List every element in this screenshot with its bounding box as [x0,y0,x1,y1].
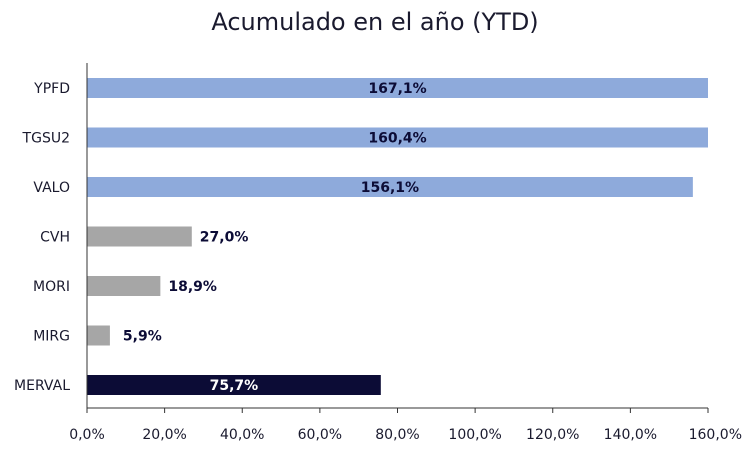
x-tick-label: 100,0% [448,427,501,443]
category-label: MIRG [33,329,70,345]
x-tick-label: 160,0% [689,427,742,443]
data-label: 167,1% [368,81,426,97]
bar-tgsu2 [87,127,708,148]
data-label: 75,7% [210,378,259,394]
bar-merval [87,375,381,395]
x-tick-label: 140,0% [604,427,657,443]
x-tick-label: 20,0% [142,427,186,443]
category-label: CVH [40,230,70,246]
bar-cvh [87,226,192,247]
bar-valo [87,177,693,197]
data-label: 27,0% [200,230,249,246]
data-label: 156,1% [361,180,419,196]
category-label: TGSU2 [22,131,70,147]
bar-mori [87,276,161,296]
category-label: YPFD [33,81,70,97]
x-tick-label: 60,0% [298,427,342,443]
data-label: 18,9% [168,279,217,295]
category-label: MERVAL [14,378,70,394]
bar-ypfd [87,78,708,98]
data-label: 160,4% [368,131,426,147]
x-tick-label: 40,0% [220,427,264,443]
chart-title: Acumulado en el año (YTD) [211,8,539,36]
category-label: MORI [33,279,70,295]
data-label: 5,9% [123,329,162,345]
x-tick-label: 120,0% [526,427,579,443]
category-label: VALO [33,180,70,196]
x-tick-label: 0,0% [69,427,105,443]
x-tick-label: 80,0% [375,427,419,443]
bar-mirg [87,325,110,346]
